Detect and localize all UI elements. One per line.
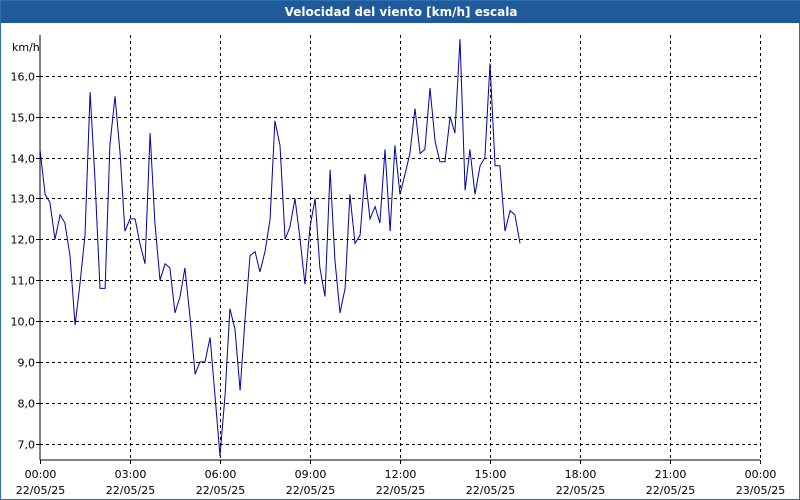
y-tick-label: 14,0: [11, 153, 36, 166]
x-tick-date-label: 22/05/25: [106, 484, 155, 497]
x-tick-date-label: 22/05/25: [16, 484, 65, 497]
x-tick-time-label: 15:00: [475, 468, 507, 481]
x-tick-date-label: 22/05/25: [466, 484, 515, 497]
x-tick-time-label: 12:00: [385, 468, 417, 481]
y-axis: 7,0 8,0 9,0 10,0 11,0 12,0 13,0 14,0 15,0 16,0: [11, 35, 41, 460]
y-tick-label: 13,0: [11, 193, 36, 206]
x-tick-time-label: 21:00: [655, 468, 687, 481]
x-tick-date-label: 22/05/25: [196, 484, 245, 497]
y-tick-label: 16,0: [11, 71, 36, 84]
x-tick-time-label: 09:00: [295, 468, 327, 481]
x-tick-time-label: 03:00: [115, 468, 147, 481]
x-tick-time-label: 00:00: [745, 468, 777, 481]
y-tick-label: 15,0: [11, 112, 36, 125]
x-tick-date-label: 22/05/25: [556, 484, 605, 497]
y-tick-label: 12,0: [11, 234, 36, 247]
y-tick-label: 11,0: [11, 275, 36, 288]
grid: [40, 35, 761, 460]
plot-area: [39, 39, 521, 456]
x-tick-date-label: 22/05/25: [376, 484, 425, 497]
y-tick-label: 8,0: [18, 398, 36, 411]
x-tick-time-label: 18:00: [565, 468, 597, 481]
chart-title: Velocidad del viento [km/h] escala: [1, 1, 800, 23]
y-axis-unit-label: km/h: [12, 41, 40, 54]
wind-speed-series-line: [39, 39, 521, 456]
x-tick-time-label: 00:00: [25, 468, 57, 481]
y-tick-label: 7,0: [18, 439, 36, 452]
x-tick-date-label: 23/05/25: [736, 484, 785, 497]
y-tick-label: 10,0: [11, 316, 36, 329]
x-axis: 00:00 22/05/25 03:00 22/05/25 06:00 22/05/25 0…: [16, 459, 785, 497]
x-tick-time-label: 06:00: [205, 468, 237, 481]
x-tick-date-label: 22/05/25: [646, 484, 695, 497]
y-tick-label: 9,0: [18, 357, 36, 370]
x-tick-date-label: 22/05/25: [286, 484, 335, 497]
